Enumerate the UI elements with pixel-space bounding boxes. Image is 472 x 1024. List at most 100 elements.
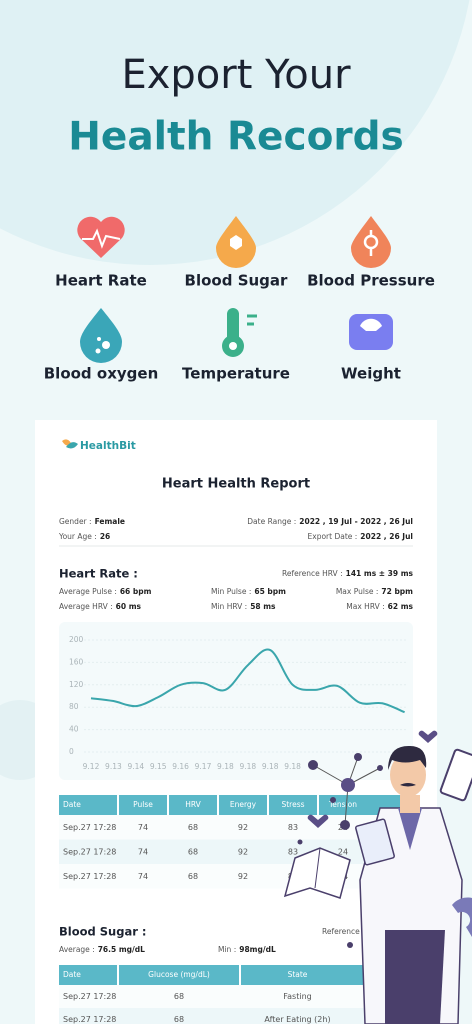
y-tick-label: 0 [69,747,74,756]
label: Average Pulse : [59,587,117,596]
label: Reference HRV : [282,569,343,578]
doctor-illustration [283,730,472,1024]
stat: Min :98mg/dL [218,945,276,954]
value: 65 bpm [254,587,286,596]
table-cell: 74 [138,872,148,881]
table-header [59,965,413,985]
metric-label: Blood Sugar [185,272,288,290]
table-row [59,815,413,840]
table-cell: 24 [338,847,348,856]
x-tick-label: 9.13 [105,762,122,771]
label: Date Range : [247,517,296,526]
chart-area [59,622,413,780]
y-tick-label: 200 [69,635,84,644]
temperature-icon [222,308,257,357]
table-cell: 83 [288,823,298,832]
section-title: Blood Sugar : [59,925,146,939]
stat: Average Pulse :66 bpm [59,587,152,596]
brand: HealthBit [80,440,136,452]
table-cell: 92 [238,847,248,856]
table-header [59,795,413,815]
table-row [59,1008,413,1024]
header-cell: Date [63,800,81,809]
bg-circle [0,0,470,265]
table-cell: 92 [238,872,248,881]
x-tick-label: 9.16 [172,762,189,771]
table-cell: Sep.27 17:28 [63,1015,116,1024]
stat: Min HRV :58 ms [211,602,276,611]
label: Gender : [59,517,92,526]
x-tick-label: 9.18 [239,762,256,771]
value: 26 [100,532,110,541]
table-row [59,864,413,889]
metric-label: Heart Rate [55,272,147,290]
header-cell: Energy [230,800,257,809]
label: Min HRV : [211,602,247,611]
value: 66 bpm [120,587,152,596]
label: Export Date : [308,532,358,541]
value: Female [95,517,125,526]
stat: Max Pulse :72 bpm [336,587,413,596]
sugar-icon [216,216,256,268]
value: 72 bpm [381,587,413,596]
heart-icon [77,216,125,258]
weight-icon [349,314,393,350]
chart: 0 40 80 120 160 200 9.12 9.13 9.14 9.15 9.16 9.17 9.… [69,635,408,771]
table-cell: 68 [174,1015,184,1024]
pressure-icon [351,216,391,268]
x-tick-label: 9.14 [127,762,144,771]
x-tick-label: 9.18 [284,762,301,771]
table-cell: 68 [174,992,184,1001]
header-cell: Pulse [133,800,153,809]
x-tick-label: 9.15 [150,762,167,771]
table-row [59,985,413,1008]
metric-label: Blood oxygen [44,365,159,383]
info: Date Range :2022 , 19 Jul - 2022 , 26 Ju… [247,517,413,526]
label: Min Pulse : [211,587,251,596]
table-cell: 74 [138,847,148,856]
value: 98mg/dL [239,945,276,954]
table-cell: 68 [188,872,198,881]
value: 60 ms [116,602,142,611]
label: Max HRV : [346,602,384,611]
table-cell: After Eating (2h) [264,1015,330,1024]
table-row [59,839,413,864]
table-cell: Fasting [283,992,311,1001]
table-cell: 74 [138,823,148,832]
metric-label: Temperature [182,365,290,383]
info: Your Age :26 [58,532,110,541]
stat: Average :76.5 mg/dL [59,945,145,954]
table-cell: Sep.27 17:28 [63,992,116,1001]
tables: Average Pulse :66 bpm Min Pulse :65 bpm Ma… [59,587,414,1024]
label: Max Pulse : [336,587,379,596]
stat: Min Pulse :65 bpm [211,587,286,596]
header-cell: Date [63,970,81,979]
label: Average : [59,945,95,954]
y-tick-label: 120 [69,680,84,689]
table-cell: Sep.27 17:28 [63,872,116,881]
x-tick-label: 9.18 [262,762,279,771]
y-tick-label: 160 [69,657,84,666]
value: 76.5 mg/dL [98,945,145,954]
x-tick-label: 9.18 [217,762,234,771]
x-tick-label: 9.17 [195,762,212,771]
report-title: Heart Health Report [162,477,310,492]
section-title: Heart Rate : [59,567,138,581]
info: Export Date :2022 , 26 Jul [308,532,413,541]
info: Gender : Female [59,517,125,526]
reference: Reference [322,927,360,936]
line [90,648,405,714]
table-cell: 92 [238,823,248,832]
stat: Max HRV : 62 ms [346,602,413,611]
oxygen-icon [80,308,122,363]
label: Min : [218,945,236,954]
value: 2022 , 19 Jul - 2022 , 26 Jul [299,517,413,526]
brand-logo [62,439,78,449]
header-cell: Tension [328,800,357,809]
label: Average HRV : [59,602,113,611]
label: Your Age : [58,532,97,541]
header-cell: State [288,970,308,979]
header-cell: HRV [185,800,201,809]
